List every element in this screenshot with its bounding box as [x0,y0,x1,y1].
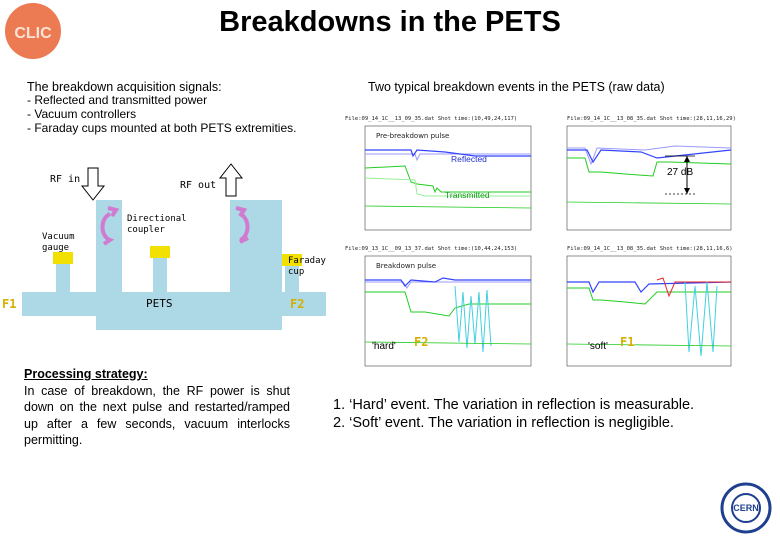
plot-tl-reflected: Reflected [451,154,487,164]
plot-tl-transmitted: Transmitted [445,190,490,200]
plot-bl-note: Breakdown pulse [375,262,438,270]
vacuum-gauge-left [56,260,70,292]
clic-logo: CLIC [4,2,62,60]
acquisition-item-1: - Reflected and transmitted power [27,93,208,107]
svg-text:CERN: CERN [733,503,759,513]
left-beam-pipe [22,292,96,316]
cern-logo: CERN [718,480,774,536]
plot-br-soft-label: 'soft' [588,341,608,352]
event-item-1: 1. ‘Hard’ event. The variation in reflec… [333,397,695,413]
plot-tl-note: Pre-breakdown pulse [375,132,451,140]
plot-br-header: File:09_14_1C__13_08_35.dat Shot time:(2… [567,246,733,252]
plot-bl-header: File:09_13_1C__09_13_37.dat Shot time:(1… [345,246,518,252]
strategy-heading: Processing strategy: [24,367,148,381]
rf-in-arrow [80,167,106,201]
plot-top-left [345,122,535,242]
processing-strategy: Processing strategy: In case of breakdow… [24,366,290,449]
events-heading: Two typical breakdown events in the PETS… [368,80,665,94]
vacuum-gauge-3 [285,260,299,292]
plot-br-f1-label: F1 [620,335,635,349]
plot-bottom-right [545,252,735,377]
right-beam-pipe [282,292,326,316]
plot-tr-db-label: 27 dB [667,167,694,178]
plot-top-right [545,122,735,242]
rf-in-label: RF in [50,174,81,185]
plot-bl-hard-label: 'hard' [372,341,396,352]
faraday-cup-f1-label: F1 [2,297,17,311]
pets-label: PETS [146,297,173,310]
directional-coupler-label: Directional coupler [127,214,187,235]
vacuum-gauge-label: Vacuum gauge [42,232,75,253]
coupler-left [100,212,115,246]
strategy-body: In case of breakdown, the RF power is sh… [24,383,290,448]
plot-bl-f2-label: F2 [414,335,429,349]
svg-text:CLIC: CLIC [14,25,52,42]
page-title: Breakdowns in the PETS [219,6,561,38]
acquisition-item-2: - Vacuum controllers [27,107,137,121]
plot-tr-header: File:09_14_1C__13_08_35.dat Shot time:(2… [567,116,736,122]
event-item-2: 2. ‘Soft’ event. The variation in reflec… [333,415,674,431]
faraday-cup-label: Faraday cup [288,256,326,277]
acquisition-heading: The breakdown acquisition signals: [27,80,222,94]
rf-out-arrow [218,163,244,197]
vacuum-gauge-right [153,252,167,292]
pets-diagram [0,160,330,350]
plot-tl-header: File:09_14_1C__13_09_35.dat Shot time:(1… [345,116,518,122]
plot-bottom-left [345,252,535,377]
acquisition-item-3: - Faraday cups mounted at both PETS extr… [27,121,297,135]
rf-out-label: RF out [180,180,217,191]
faraday-cup-f2-label: F2 [290,297,305,311]
